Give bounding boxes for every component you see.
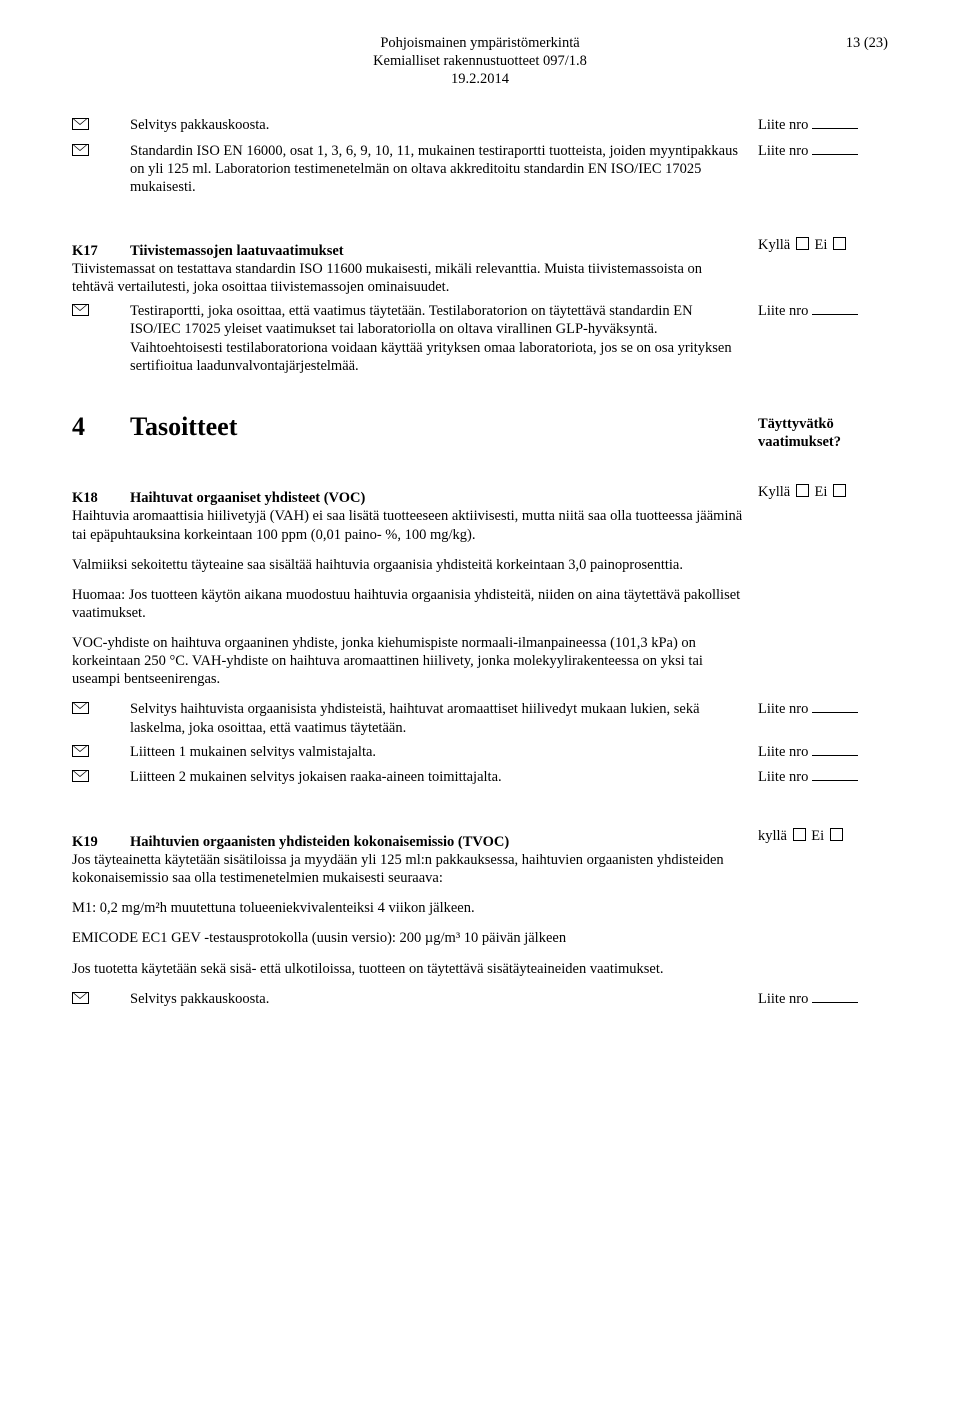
checkbox-yes[interactable] [793, 828, 806, 841]
header-line-1: Pohjoismainen ympäristömerkintä [72, 34, 888, 52]
checkbox-no[interactable] [833, 484, 846, 497]
envelope-icon [72, 745, 89, 757]
attachment-row: Standardin ISO EN 16000, osat 1, 3, 6, 9… [72, 142, 888, 196]
no-label: Ei [811, 828, 824, 844]
k18-title: Haihtuvat orgaaniset yhdisteet (VOC) [130, 490, 365, 506]
no-label: Ei [814, 484, 827, 500]
k18-p4: VOC-yhdiste on haihtuva orgaaninen yhdis… [72, 634, 758, 688]
k18-code: K18 [72, 489, 130, 507]
annex-label: Liite nro [758, 991, 808, 1007]
envelope-icon [72, 770, 89, 782]
k18-p3: Huomaa: Jos tuotteen käytön aikana muodo… [72, 586, 758, 622]
attachment-row: Liitteen 2 mukainen selvitys jokaisen ra… [72, 768, 888, 787]
envelope-icon [72, 992, 89, 1004]
attachment-text: Liitteen 1 mukainen selvitys valmistajal… [130, 743, 758, 761]
checkbox-no[interactable] [833, 237, 846, 250]
k19-p1: Jos täyteainetta käytetään sisätiloissa … [72, 851, 746, 887]
yes-no-field[interactable]: Kyllä Ei [758, 465, 888, 501]
header-line-3: 19.2.2014 [72, 70, 888, 88]
annex-field[interactable]: Liite nro [758, 990, 888, 1008]
attachment-row: Selvitys pakkauskoosta. Liite nro [72, 990, 888, 1009]
attachment-text: Selvitys pakkauskoosta. [130, 990, 758, 1008]
annex-field[interactable]: Liite nro [758, 116, 888, 134]
k19-p3: EMICODE EC1 GEV -testausprotokolla (uusi… [72, 929, 758, 947]
section-title: Tasoitteet [130, 411, 237, 444]
attachment-row: Liitteen 1 mukainen selvitys valmistajal… [72, 743, 888, 762]
section-4-heading: 4 Tasoitteet [72, 411, 746, 444]
requirements-met-label: Täyttyvätkö vaatimukset? [758, 381, 888, 451]
annex-field[interactable]: Liite nro [758, 768, 888, 786]
annex-label: Liite nro [758, 303, 808, 319]
k17-body: Tiivistemassat on testattava standardin … [72, 260, 746, 296]
k17-code: K17 [72, 242, 130, 260]
annex-field[interactable]: Liite nro [758, 142, 888, 160]
envelope-icon [72, 144, 89, 156]
yes-label: Kyllä [758, 237, 790, 253]
k19-section: K19Haihtuvien orgaanisten yhdisteiden ko… [72, 809, 888, 1009]
k18-section: K18Haihtuvat orgaaniset yhdisteet (VOC) … [72, 465, 888, 787]
annex-field[interactable]: Liite nro [758, 743, 888, 761]
attachment-row: Testiraportti, joka osoittaa, että vaati… [72, 302, 888, 375]
k19-p4: Jos tuotetta käytetään sekä sisä- että u… [72, 960, 758, 978]
attachment-text: Liitteen 2 mukainen selvitys jokaisen ra… [130, 768, 758, 786]
annex-label: Liite nro [758, 769, 808, 785]
envelope-icon [72, 702, 89, 714]
k17-section: K17Tiivistemassojen laatuvaatimukset Tii… [72, 218, 888, 375]
checkbox-yes[interactable] [796, 237, 809, 250]
header-line-2: Kemialliset rakennustuotteet 097/1.8 [72, 52, 888, 70]
page-header: Pohjoismainen ympäristömerkintä Kemialli… [72, 34, 888, 88]
yes-no-field[interactable]: Kyllä Ei [758, 218, 888, 254]
k19-title: Haihtuvien orgaanisten yhdisteiden kokon… [130, 834, 509, 850]
checkbox-no[interactable] [830, 828, 843, 841]
k18-p1: Haihtuvia aromaattisia hiilivetyjä (VAH)… [72, 507, 746, 543]
annex-label: Liite nro [758, 701, 808, 717]
annex-label: Liite nro [758, 117, 808, 133]
envelope-icon [72, 304, 89, 316]
yes-label: kyllä [758, 828, 787, 844]
k17-title: Tiivistemassojen laatuvaatimukset [130, 243, 344, 259]
no-label: Ei [814, 237, 827, 253]
envelope-icon [72, 118, 89, 130]
annex-label: Liite nro [758, 143, 808, 159]
attachment-row: Selvitys pakkauskoosta. Liite nro [72, 116, 888, 135]
attachment-row: Selvitys haihtuvista orgaanisista yhdist… [72, 700, 888, 736]
k19-p2: M1: 0,2 mg/m²h muutettuna tolueeniekviva… [72, 899, 758, 917]
k18-p2: Valmiiksi sekoitettu täyteaine saa sisäl… [72, 556, 758, 574]
attachment-text: Selvitys haihtuvista orgaanisista yhdist… [130, 700, 758, 736]
attachment-text: Testiraportti, joka osoittaa, että vaati… [130, 302, 758, 375]
page-indicator: 13 (23) [846, 34, 888, 52]
k19-code: K19 [72, 833, 130, 851]
annex-field[interactable]: Liite nro [758, 700, 888, 718]
annex-label: Liite nro [758, 744, 808, 760]
yes-label: Kyllä [758, 484, 790, 500]
checkbox-yes[interactable] [796, 484, 809, 497]
yes-no-field[interactable]: kyllä Ei [758, 809, 888, 845]
attachment-text: Selvitys pakkauskoosta. [130, 116, 758, 134]
section-number: 4 [72, 411, 130, 444]
annex-field[interactable]: Liite nro [758, 302, 888, 320]
attachment-text: Standardin ISO EN 16000, osat 1, 3, 6, 9… [130, 142, 758, 196]
